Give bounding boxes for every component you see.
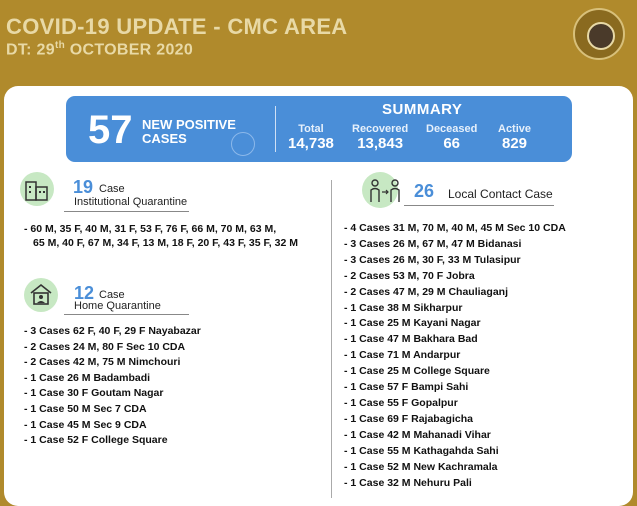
home-count: 12 <box>74 283 95 303</box>
list-item: 2 Cases 24 M, 80 F Sec 10 CDA <box>24 340 201 356</box>
home-list: 3 Cases 62 F, 40 F, 29 F Nayabazar 2 Cas… <box>24 324 201 449</box>
list-item: 60 M, 35 F, 40 M, 31 F, 53 F, 76 F, 66 M… <box>24 222 298 236</box>
list-item: 1 Case 71 M Andarpur <box>344 348 566 364</box>
new-positive-count: 57 <box>88 108 133 152</box>
list-item: 2 Cases 53 M, 70 F Jobra <box>344 269 566 285</box>
column-divider <box>331 180 332 498</box>
list-item: 1 Case 26 M Badambadi <box>24 371 201 387</box>
list-item: 1 Case 30 F Goutam Nagar <box>24 386 201 402</box>
local-label: Local Contact Case <box>448 187 553 201</box>
new-positive-label: NEW POSITIVE CASES <box>142 117 236 146</box>
home-label-line1: Case <box>99 289 125 301</box>
list-item: 1 Case 38 M Sikharpur <box>344 301 566 317</box>
local-count: 26 <box>414 181 435 201</box>
list-item: 3 Cases 26 M, 67 M, 47 M Bidanasi <box>344 237 566 253</box>
page-title: COVID-19 UPDATE - CMC AREA <box>6 14 348 39</box>
building-icon <box>25 181 48 201</box>
stat-recovered: Recovered 13,843 <box>352 123 409 152</box>
stat-total: Total 14,738 <box>288 123 334 152</box>
list-item: 3 Cases 26 M, 30 F, 33 M Tulasipur <box>344 253 566 269</box>
list-item: 1 Case 69 F Rajabagicha <box>344 412 566 428</box>
report-date: DT: 29th OCTOBER 2020 <box>6 40 194 59</box>
section-underline <box>64 211 189 212</box>
list-item: 1 Case 52 M New Kachramala <box>344 460 566 476</box>
banner-divider <box>275 106 276 152</box>
list-item: 1 Case 25 M College Square <box>344 364 566 380</box>
list-item: 1 Case 55 F Gopalpur <box>344 396 566 412</box>
local-list: 4 Cases 31 M, 70 M, 40 M, 45 M Sec 10 CD… <box>344 221 566 492</box>
summary-banner: 57 NEW POSITIVE CASES SUMMARY Total 14,7… <box>66 96 572 162</box>
list-item: 1 Case 50 M Sec 7 CDA <box>24 402 201 418</box>
list-item: 1 Case 42 M Mahanadi Vihar <box>344 428 566 444</box>
summary-title: SUMMARY <box>382 101 463 118</box>
list-item: 1 Case 57 F Bampi Sahi <box>344 380 566 396</box>
home-icon <box>30 283 52 305</box>
institutional-label-line2: Institutional Quarantine <box>74 196 188 208</box>
list-item: 1 Case 55 M Kathagahda Sahi <box>344 444 566 460</box>
list-item: 1 Case 45 M Sec 9 CDA <box>24 418 201 434</box>
list-item: 2 Cases 42 M, 75 M Nimchouri <box>24 355 201 371</box>
virus-icon <box>231 132 255 156</box>
list-item: 1 Case 52 F College Square <box>24 433 201 449</box>
municipal-seal-logo <box>573 8 625 60</box>
list-item: 1 Case 25 M Kayani Nagar <box>344 316 566 332</box>
list-item: 2 Cases 47 M, 29 M Chauliaganj <box>344 285 566 301</box>
section-underline <box>404 205 554 206</box>
home-label-line2: Home Quarantine <box>74 300 161 312</box>
list-item: 3 Cases 62 F, 40 F, 29 F Nayabazar <box>24 324 200 340</box>
stat-active: Active 829 <box>498 123 532 152</box>
list-item: 1 Case 32 M Nehuru Pali <box>344 476 566 492</box>
institutional-list: 60 M, 35 F, 40 M, 31 F, 53 F, 76 F, 66 M… <box>24 222 298 250</box>
contact-people-icon <box>370 179 400 202</box>
section-underline <box>64 314 189 315</box>
institutional-label-line1: Case <box>99 183 125 195</box>
list-item: 1 Case 47 M Bakhara Bad <box>344 332 566 348</box>
list-item: 4 Cases 31 M, 70 M, 40 M, 45 M Sec 10 CD… <box>344 221 565 237</box>
stat-deceased: Deceased 66 <box>426 123 478 152</box>
list-item: 65 M, 40 F, 67 M, 34 F, 13 M, 18 F, 20 F… <box>33 237 298 249</box>
institutional-count: 19 <box>73 177 94 197</box>
